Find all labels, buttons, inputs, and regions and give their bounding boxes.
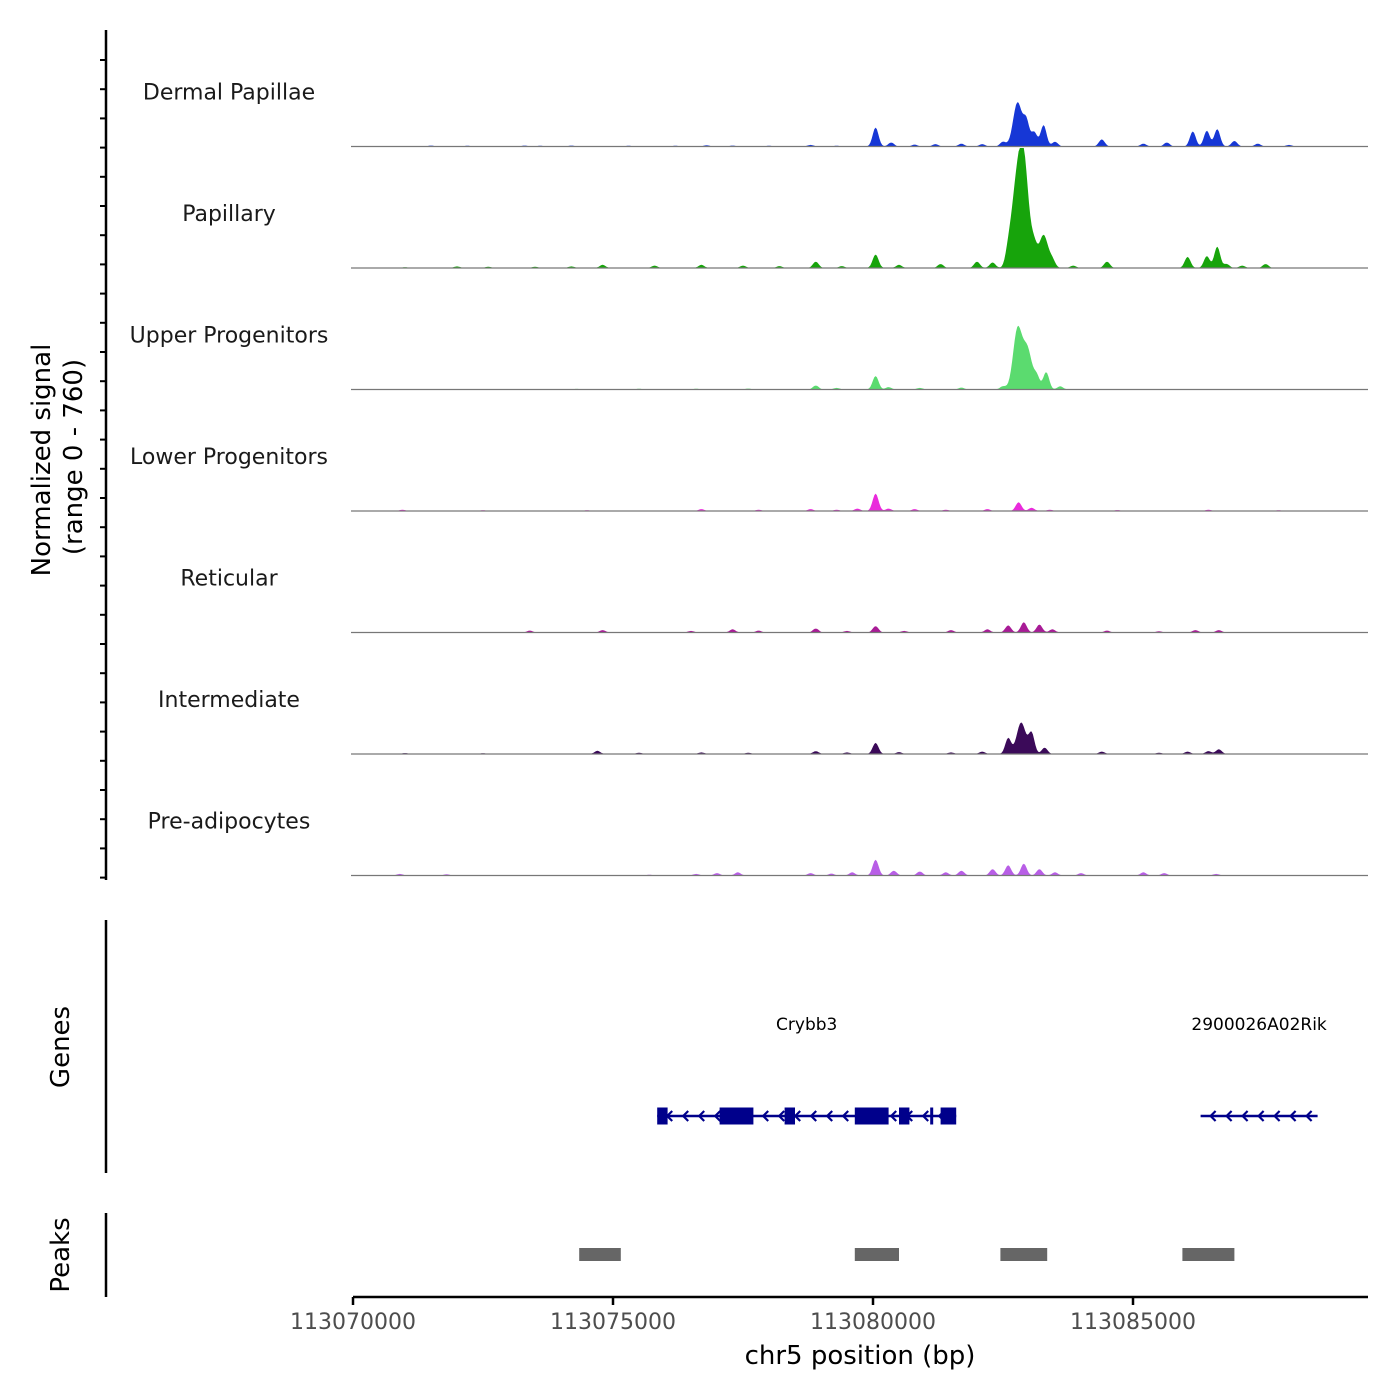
track-signal-area xyxy=(353,148,1367,268)
gene-exon xyxy=(940,1107,957,1125)
strand-arrow xyxy=(777,1110,785,1122)
gene-exon xyxy=(899,1107,910,1125)
gene-label: 2900026A02Rik xyxy=(1191,1015,1327,1035)
strand-arrow xyxy=(841,1110,849,1122)
track-signal-area xyxy=(353,325,1367,390)
strand-arrow xyxy=(1241,1110,1249,1122)
gene-exon xyxy=(854,1107,889,1125)
track-dermal-papillae: Dermal Papillae xyxy=(143,81,1368,148)
track-label: Upper Progenitors xyxy=(130,324,329,349)
gene-exon xyxy=(930,1107,934,1125)
track-papillary: Papillary xyxy=(182,148,1368,269)
gene-exon xyxy=(784,1107,795,1125)
strand-arrow xyxy=(1209,1110,1217,1122)
track-label: Pre-adipocytes xyxy=(148,810,311,835)
strand-arrow xyxy=(1289,1110,1297,1122)
strand-arrow xyxy=(809,1110,817,1122)
track-lower-progenitors: Lower Progenitors xyxy=(130,445,1368,512)
track-signal-area xyxy=(353,722,1367,754)
peaks-axis-title: Peaks xyxy=(46,1217,76,1292)
peak-region xyxy=(1000,1248,1048,1261)
genes-axis-title: Genes xyxy=(46,1006,76,1088)
x-axis-title: chr5 position (bp) xyxy=(745,1341,976,1371)
coverage-tracks: Dermal Papillae Papillary Upper Progenitor… xyxy=(100,30,1368,880)
x-axis: 113070000 113075000 113080000 113085000 xyxy=(290,1295,1368,1335)
strand-arrow xyxy=(921,1110,929,1122)
gene-Crybb3: Crybb3 xyxy=(657,1015,957,1125)
peak-region xyxy=(854,1248,899,1261)
gene-label: Crybb3 xyxy=(776,1015,837,1035)
track-label: Intermediate xyxy=(158,688,300,713)
strand-arrow xyxy=(1225,1110,1233,1122)
strand-arrow xyxy=(793,1110,801,1122)
track-signal-area xyxy=(353,493,1367,511)
y-axis-title-line1: Normalized signal xyxy=(27,344,57,577)
y-axis-title-line2: (range 0 - 760) xyxy=(59,359,89,555)
strand-arrow xyxy=(697,1110,705,1122)
track-upper-progenitors: Upper Progenitors xyxy=(130,324,1368,391)
x-tick-label: 113085000 xyxy=(1070,1310,1196,1335)
gene-exon xyxy=(719,1107,754,1125)
peak-region xyxy=(579,1248,621,1261)
track-label: Reticular xyxy=(180,567,278,592)
track-reticular: Reticular xyxy=(180,567,1368,634)
strand-arrow xyxy=(713,1110,721,1122)
track-label: Papillary xyxy=(182,202,276,227)
x-tick-label: 113070000 xyxy=(290,1310,416,1335)
track-label: Lower Progenitors xyxy=(130,445,328,470)
x-tick-label: 113080000 xyxy=(810,1310,936,1335)
track-intermediate: Intermediate xyxy=(158,688,1368,755)
strand-arrow xyxy=(1273,1110,1281,1122)
track-label: Dermal Papillae xyxy=(143,81,315,106)
track-pre-adipocytes: Pre-adipocytes xyxy=(148,810,1368,877)
track-signal-area xyxy=(353,102,1367,147)
track-signal-area xyxy=(353,859,1367,876)
track-signal-area xyxy=(353,622,1367,633)
x-tick-label: 113075000 xyxy=(550,1310,676,1335)
peaks-panel xyxy=(104,1213,1235,1297)
strand-arrow xyxy=(1257,1110,1265,1122)
strand-arrow xyxy=(889,1110,897,1122)
strand-arrow xyxy=(681,1110,689,1122)
peak-region xyxy=(1182,1248,1235,1261)
strand-arrow xyxy=(761,1110,769,1122)
gene-2900026A02Rik: 2900026A02Rik xyxy=(1191,1015,1327,1122)
gene-exon xyxy=(657,1107,668,1125)
genes-panel: Crybb3 2900026A02Rik xyxy=(104,920,1327,1173)
strand-arrow xyxy=(825,1110,833,1122)
strand-arrow xyxy=(1305,1110,1313,1122)
